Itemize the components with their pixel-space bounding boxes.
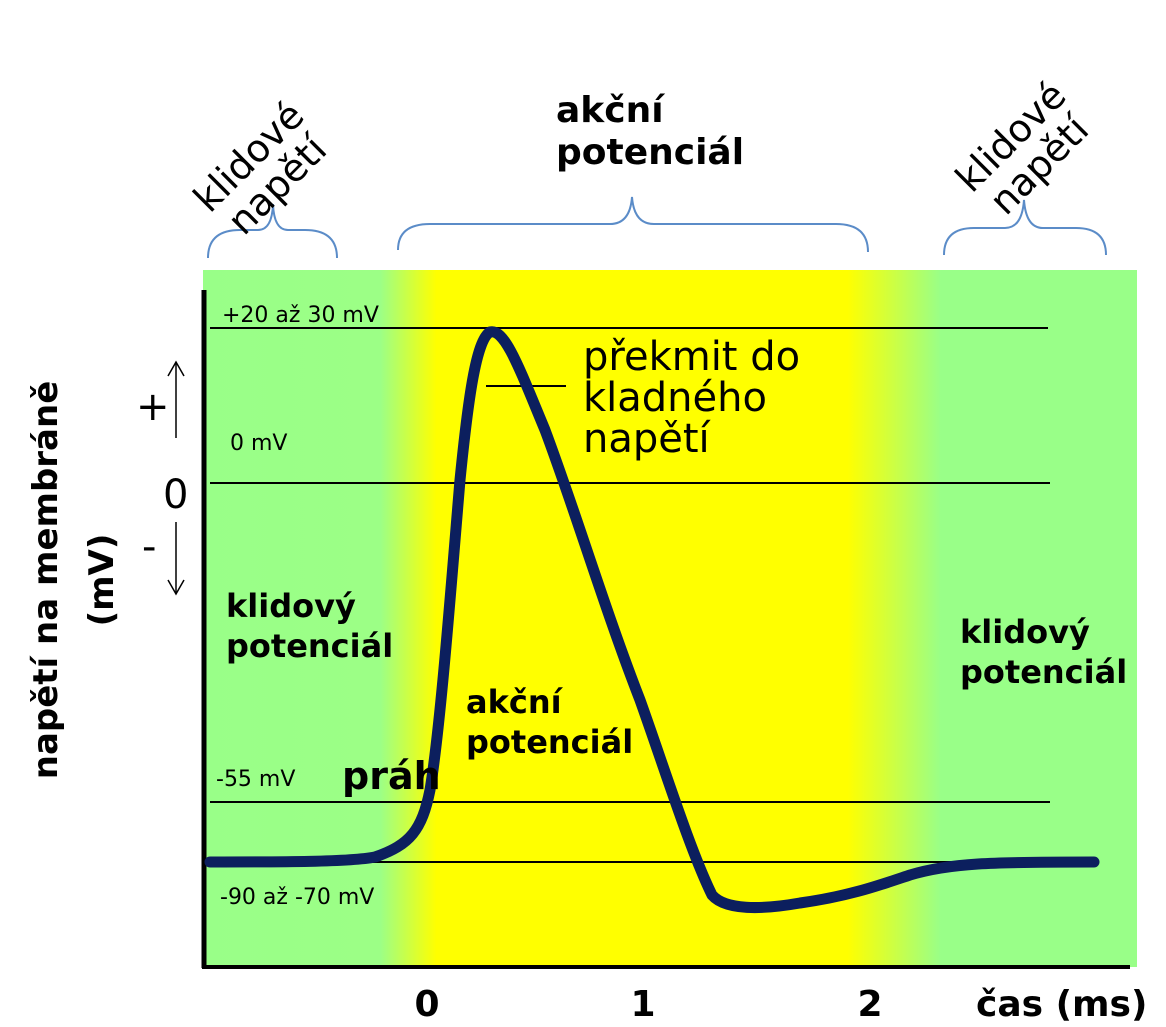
svg-text:klidový: klidový [960, 613, 1090, 651]
resting-label-right: klidový potenciál [960, 613, 1127, 691]
y-plus-sign: + [136, 384, 170, 430]
svg-text:potenciál: potenciál [226, 627, 393, 665]
svg-text:překmit do: překmit do [583, 334, 800, 380]
plus-arrowhead [167, 360, 185, 377]
svg-text:(mV): (mV) [82, 534, 122, 627]
x-tick-0: 0 [414, 984, 439, 1025]
action-potential-trace [204, 326, 1100, 914]
y-axis-title: napětí na membráně (mV) [26, 381, 122, 780]
threshold-word: práh [342, 754, 441, 798]
svg-text:napětí na membráně: napětí na membráně [26, 381, 66, 780]
resting-label-left: klidový potenciál [226, 587, 393, 665]
top-label-rest-left: klidové napětí [185, 93, 336, 243]
zero-level-label: 0 mV [230, 431, 287, 456]
brace-action [397, 196, 869, 253]
x-axis-label: čas (ms) [976, 984, 1147, 1025]
top-label-rest-right: klidové napětí [947, 73, 1098, 223]
svg-text:potenciál: potenciál [466, 723, 633, 761]
svg-text:klidový: klidový [226, 587, 356, 625]
x-tick-1: 1 [630, 984, 655, 1025]
svg-text:napětí: napětí [583, 416, 712, 462]
rest-level-label: -90 až -70 mV [220, 885, 374, 910]
svg-text:kladného: kladného [583, 375, 767, 421]
background-zones [203, 270, 1137, 967]
peak-level-label: +20 až 30 mV [222, 303, 379, 328]
y-zero-sign: 0 [163, 472, 188, 518]
svg-text:potenciál: potenciál [556, 132, 744, 173]
svg-text:potenciál: potenciál [960, 653, 1127, 691]
svg-text:akční: akční [556, 90, 665, 131]
brace-rest-left [207, 203, 338, 259]
svg-text:akční: akční [466, 683, 564, 721]
x-tick-2: 2 [857, 984, 882, 1025]
brace-rest-right [943, 199, 1107, 256]
overshoot-label: překmit do kladného napětí [583, 334, 800, 462]
top-label-action: akční potenciál [556, 90, 744, 173]
minus-arrowhead [167, 579, 185, 596]
action-label-mid: akční potenciál [466, 683, 633, 761]
threshold-level-label: -55 mV [216, 767, 295, 792]
y-minus-sign: - [142, 524, 156, 570]
